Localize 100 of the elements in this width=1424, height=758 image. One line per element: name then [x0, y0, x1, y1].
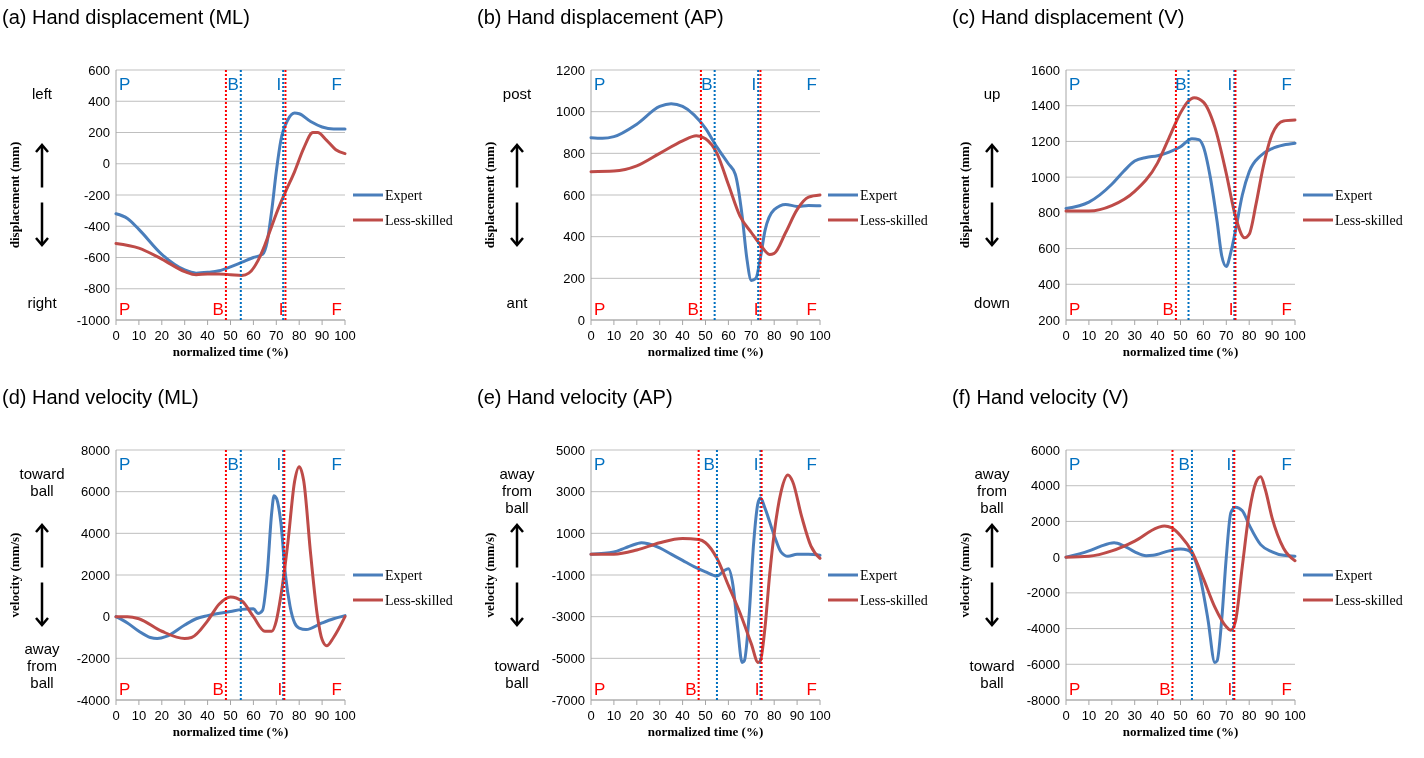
ref-line-label: B — [687, 300, 699, 319]
x-tick-label: 0 — [112, 708, 120, 723]
y-tick-label: -3000 — [551, 609, 585, 625]
text: toward ball — [19, 464, 65, 499]
x-tick-label: 80 — [291, 708, 307, 723]
y-axis-title: velocity (mm/s) — [956, 532, 972, 618]
ref-line-label: B — [212, 300, 224, 319]
legend-label: Expert — [860, 187, 898, 203]
x-tick-label: 50 — [223, 708, 238, 723]
x-tick-label: 10 — [606, 708, 622, 723]
text: toward ball — [494, 656, 540, 691]
annotation: P — [1069, 300, 1081, 319]
x-axis-title: normalized time (%) — [647, 724, 764, 739]
annotation: F — [1281, 75, 1292, 94]
x-tick-label: 20 — [154, 708, 170, 723]
y-tick-label: -1000 — [76, 312, 110, 328]
ref-line-label: B — [227, 75, 239, 94]
y-axis-title: velocity (mm/s) — [6, 532, 22, 618]
ref-line-label: I — [278, 300, 284, 319]
annotation: F — [1281, 455, 1292, 474]
legend-label: Expert — [1335, 187, 1373, 203]
y-tick-label: 6000 — [81, 484, 110, 500]
x-tick-label: 90 — [1264, 328, 1280, 343]
y-tick-label: 1200 — [1031, 133, 1060, 149]
x-tick-label: 50 — [223, 328, 238, 343]
annotation: P — [594, 680, 606, 699]
y-tick-label: 2000 — [1031, 513, 1060, 529]
y-tick-label: -7000 — [551, 692, 585, 708]
ref-line-label: I — [1226, 455, 1232, 474]
y-tick-label: 800 — [1038, 205, 1060, 221]
text: away from ball — [24, 639, 60, 691]
chart-title: (b) Hand displacement (AP) — [477, 6, 724, 28]
chart-title: (e) Hand velocity (AP) — [477, 386, 673, 408]
ref-line-label: B — [701, 75, 713, 94]
x-tick-label: 70 — [744, 328, 759, 343]
x-tick-label: 50 — [698, 708, 713, 723]
ref-line-label: I — [1227, 680, 1233, 699]
y-tick-label: 800 — [563, 145, 585, 161]
y-tick-label: -600 — [83, 250, 110, 266]
x-tick-label: 20 — [1104, 328, 1120, 343]
text: away from ball — [499, 464, 535, 516]
x-tick-label: 90 — [314, 708, 330, 723]
x-tick-label: 20 — [629, 328, 645, 343]
ref-line-label: I — [277, 680, 283, 699]
annotation: F — [331, 75, 342, 94]
annotation: F — [806, 680, 817, 699]
x-tick-label: 20 — [154, 328, 170, 343]
y-tick-label: -4000 — [1026, 621, 1060, 637]
y-tick-label: 0 — [102, 156, 110, 172]
x-tick-label: 10 — [131, 708, 147, 723]
y-tick-label: -8000 — [1026, 692, 1060, 708]
x-tick-label: 70 — [1219, 328, 1234, 343]
legend-label: Less-skilled — [860, 592, 928, 608]
y-axis-title: displacement (mm) — [6, 141, 22, 249]
y-tick-label: 0 — [1052, 549, 1060, 565]
legend-label: Less-skilled — [1335, 212, 1403, 228]
line-series — [1064, 96, 1297, 240]
x-tick-label: 10 — [606, 328, 622, 343]
y-axis-title: displacement (mm) — [956, 141, 972, 249]
y-tick-label: 600 — [88, 62, 110, 78]
x-tick-label: 70 — [1219, 708, 1234, 723]
x-tick-label: 70 — [269, 328, 284, 343]
legend-label: Expert — [385, 567, 423, 583]
y-tick-label: 400 — [1038, 276, 1060, 292]
x-tick-label: 40 — [1150, 328, 1165, 343]
legend-label: Less-skilled — [385, 592, 453, 608]
y-tick-label: 200 — [88, 125, 110, 141]
x-tick-label: 60 — [246, 708, 261, 723]
x-tick-label: 70 — [744, 708, 759, 723]
y-tick-label: 6000 — [1031, 442, 1060, 458]
text: post — [502, 84, 532, 102]
text: ant — [506, 293, 529, 311]
x-tick-label: 60 — [721, 708, 736, 723]
text: left — [31, 84, 53, 102]
y-tick-label: -800 — [83, 281, 110, 297]
ref-line-label: B — [1159, 680, 1171, 699]
x-tick-label: 90 — [789, 328, 805, 343]
ref-line-label: I — [276, 455, 282, 474]
ref-line-label: I — [1227, 75, 1233, 94]
x-tick-label: 40 — [200, 328, 215, 343]
y-tick-label: 0 — [102, 609, 110, 625]
x-tick-label: 90 — [1264, 708, 1280, 723]
x-tick-label: 80 — [766, 708, 782, 723]
chart-title: (a) Hand displacement (ML) — [2, 6, 250, 28]
y-tick-label: 8000 — [81, 442, 110, 458]
y-axis-title: displacement (mm) — [481, 141, 497, 249]
x-tick-label: 60 — [1196, 328, 1211, 343]
line-series — [589, 134, 822, 256]
y-tick-label: 400 — [563, 229, 585, 245]
y-tick-label: 1000 — [1031, 169, 1060, 185]
text: down — [974, 293, 1010, 311]
y-tick-label: -2000 — [76, 650, 110, 666]
y-tick-label: -4000 — [76, 692, 110, 708]
y-axis-title: velocity (mm/s) — [481, 532, 497, 618]
x-tick-label: 80 — [1241, 708, 1257, 723]
legend-label: Expert — [385, 187, 423, 203]
y-tick-label: 2000 — [81, 567, 110, 583]
y-tick-label: 4000 — [81, 525, 110, 541]
annotation: P — [594, 455, 606, 474]
chart-title: (f) Hand velocity (V) — [952, 386, 1129, 408]
